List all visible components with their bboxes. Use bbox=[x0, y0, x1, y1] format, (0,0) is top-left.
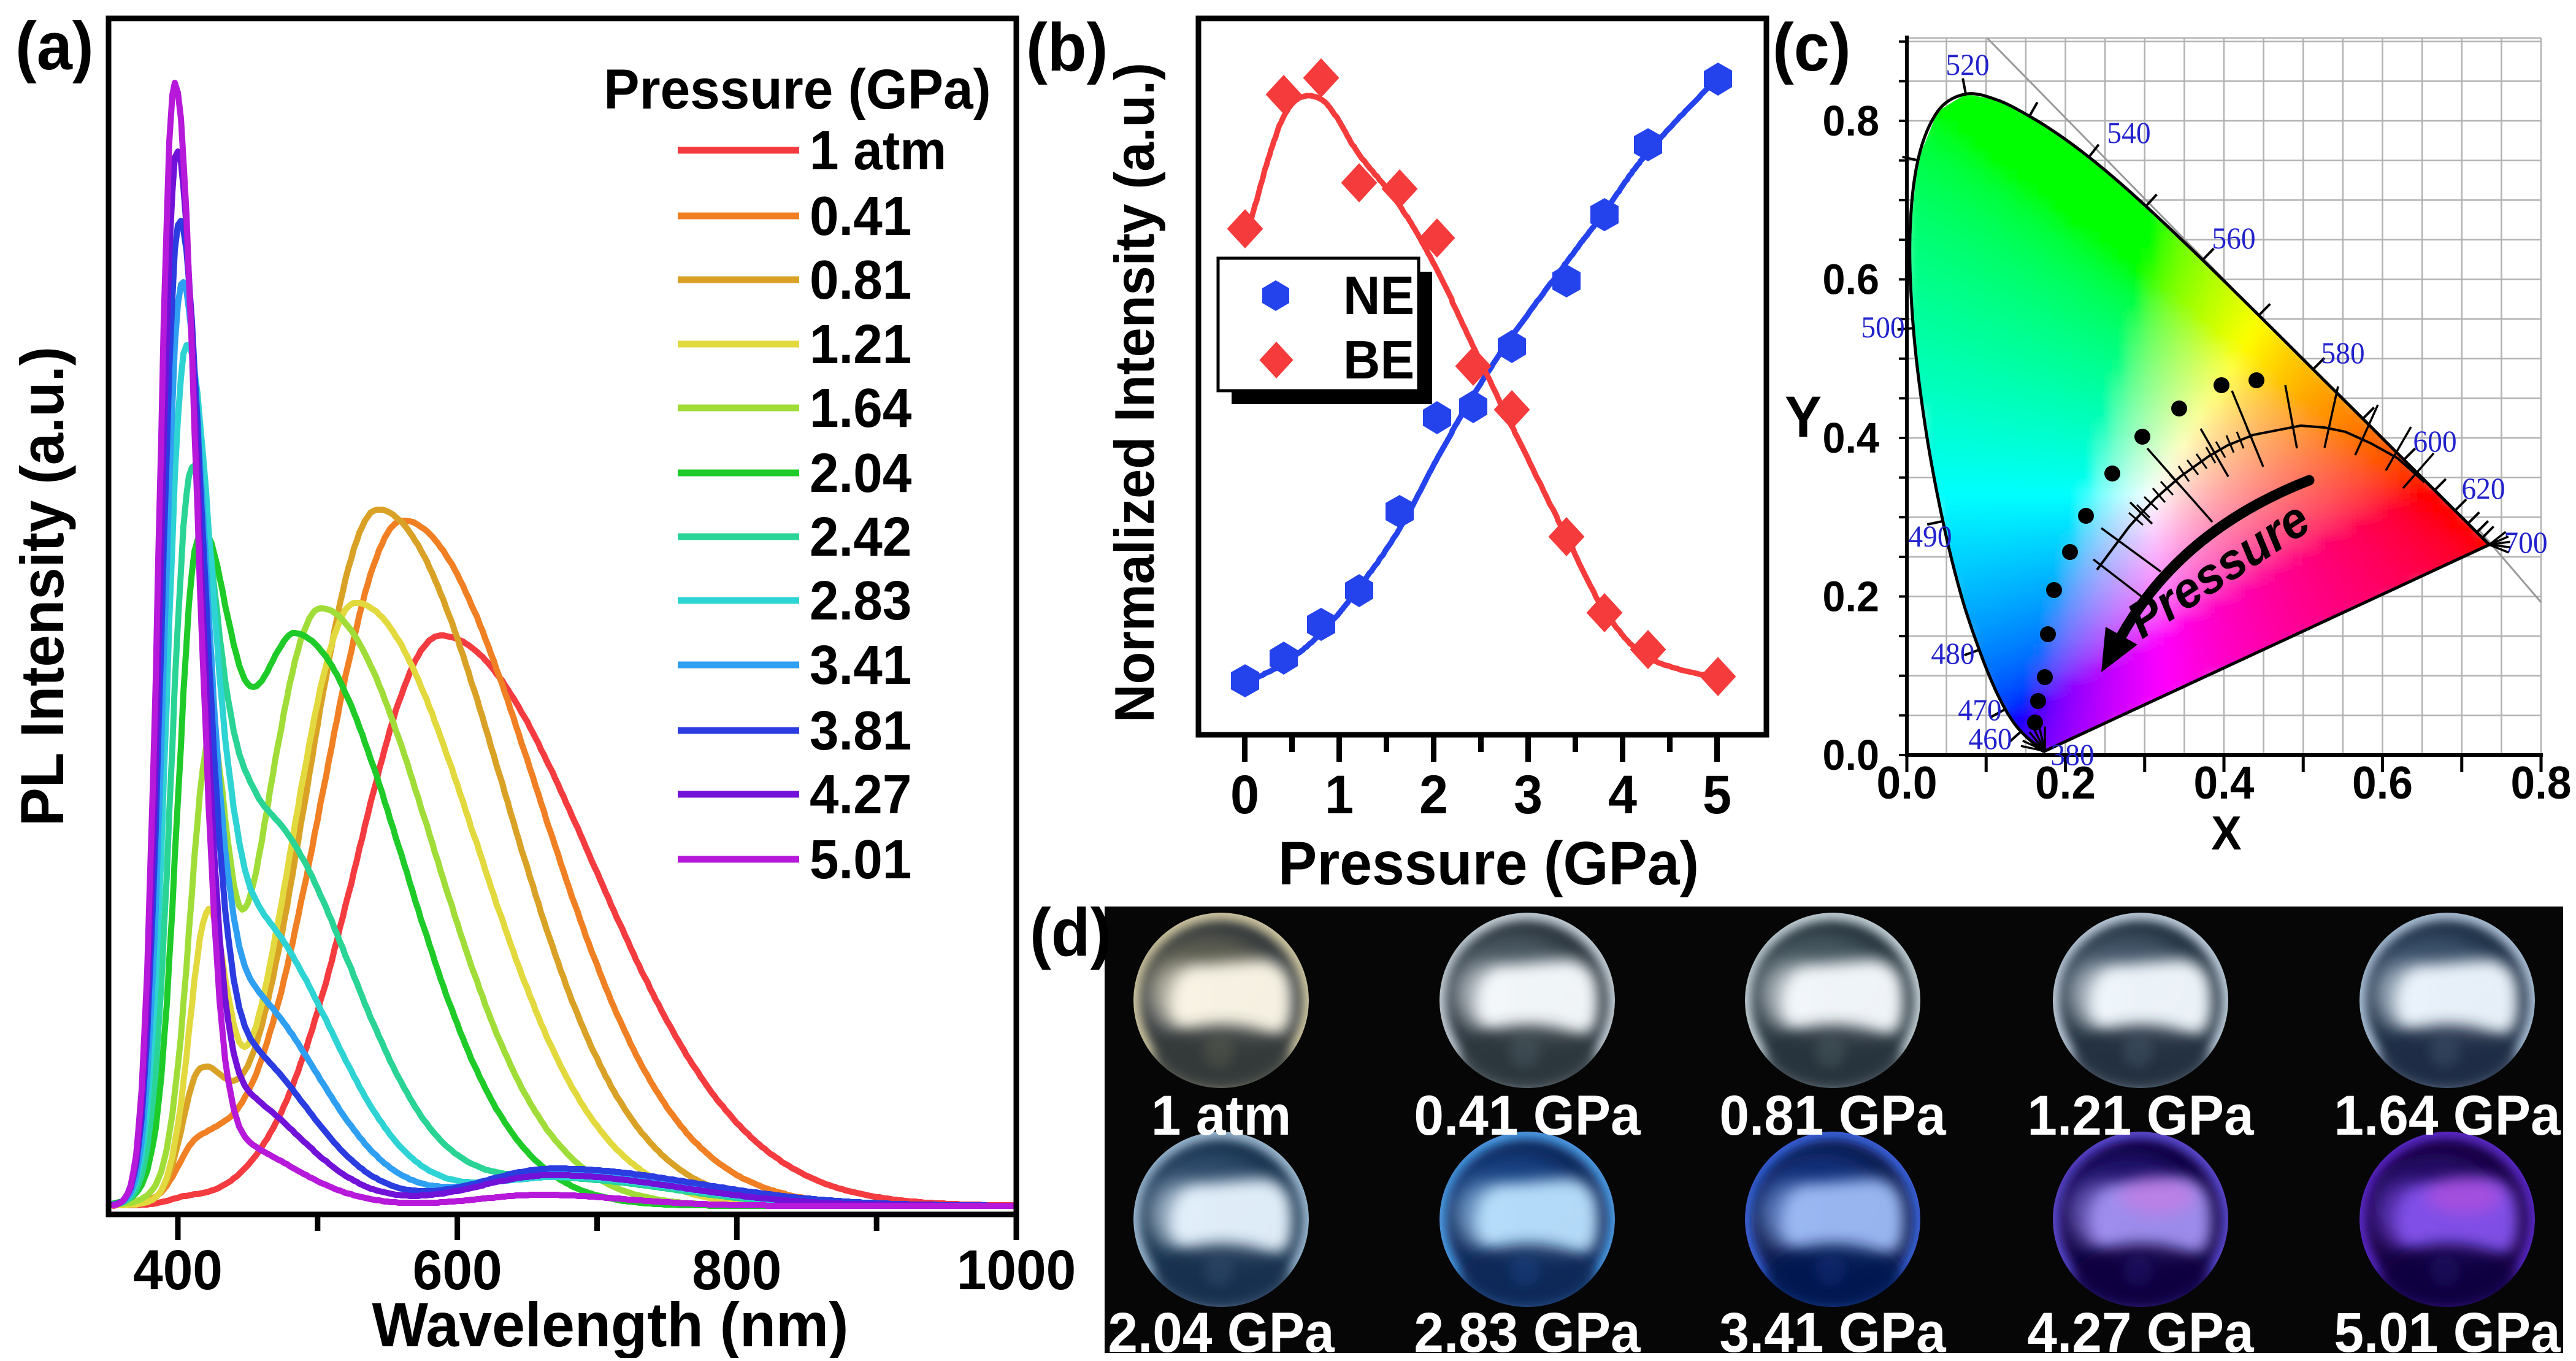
svg-text:0.2: 0.2 bbox=[2035, 757, 2096, 808]
svg-text:0.81 GPa: 0.81 GPa bbox=[1719, 1084, 1946, 1148]
svg-text:0.81: 0.81 bbox=[810, 249, 911, 310]
svg-text:Pressure (GPa): Pressure (GPa) bbox=[1278, 829, 1699, 898]
svg-text:(d): (d) bbox=[1030, 895, 1111, 970]
svg-text:460: 460 bbox=[1968, 722, 2012, 756]
svg-text:2: 2 bbox=[1419, 764, 1448, 825]
svg-text:X: X bbox=[2211, 807, 2242, 860]
svg-text:BE: BE bbox=[1343, 330, 1414, 390]
svg-text:0.8: 0.8 bbox=[1823, 97, 1879, 145]
svg-text:500: 500 bbox=[1861, 310, 1904, 344]
svg-text:Y: Y bbox=[1785, 384, 1822, 450]
svg-text:800: 800 bbox=[692, 1239, 781, 1302]
svg-text:1.64: 1.64 bbox=[810, 377, 912, 439]
svg-text:Pressure (GPa): Pressure (GPa) bbox=[604, 58, 991, 121]
svg-text:2.42: 2.42 bbox=[810, 506, 911, 567]
svg-text:520: 520 bbox=[1945, 48, 1989, 82]
svg-text:0.6: 0.6 bbox=[2352, 757, 2413, 808]
svg-text:400: 400 bbox=[133, 1239, 223, 1302]
svg-text:5.01 GPa: 5.01 GPa bbox=[2334, 1302, 2561, 1358]
svg-text:380: 380 bbox=[2050, 738, 2094, 772]
svg-text:1.64 GPa: 1.64 GPa bbox=[2334, 1084, 2561, 1148]
svg-text:0.0: 0.0 bbox=[1876, 757, 1937, 808]
svg-text:600: 600 bbox=[2413, 424, 2456, 458]
svg-text:470: 470 bbox=[1958, 693, 2001, 727]
svg-text:2.83 GPa: 2.83 GPa bbox=[1414, 1302, 1641, 1358]
svg-text:5: 5 bbox=[1703, 764, 1731, 825]
svg-text:0.4: 0.4 bbox=[1823, 414, 1879, 462]
svg-text:580: 580 bbox=[2321, 336, 2364, 370]
svg-text:1: 1 bbox=[1325, 764, 1354, 825]
svg-text:3.41 GPa: 3.41 GPa bbox=[1719, 1302, 1946, 1358]
svg-text:0.41: 0.41 bbox=[810, 185, 911, 247]
svg-text:700: 700 bbox=[2504, 526, 2547, 559]
svg-text:PL Intensity (a.u.): PL Intensity (a.u.) bbox=[9, 347, 77, 826]
svg-text:600: 600 bbox=[413, 1239, 502, 1302]
svg-text:0.0: 0.0 bbox=[1823, 731, 1879, 779]
svg-text:2.04 GPa: 2.04 GPa bbox=[1108, 1302, 1335, 1358]
svg-text:1.21 GPa: 1.21 GPa bbox=[2027, 1084, 2254, 1148]
svg-text:(c): (c) bbox=[1773, 10, 1851, 85]
svg-text:0.41 GPa: 0.41 GPa bbox=[1414, 1084, 1641, 1148]
svg-text:4.27 GPa: 4.27 GPa bbox=[2027, 1302, 2254, 1358]
svg-text:0.2: 0.2 bbox=[1823, 573, 1879, 621]
svg-text:3.81: 3.81 bbox=[810, 700, 911, 761]
svg-text:4.27: 4.27 bbox=[810, 764, 911, 825]
svg-text:0.8: 0.8 bbox=[2510, 757, 2571, 808]
svg-text:Wavelength (nm): Wavelength (nm) bbox=[372, 1290, 849, 1358]
svg-text:0.6: 0.6 bbox=[1823, 256, 1879, 304]
svg-text:480: 480 bbox=[1931, 637, 1974, 670]
svg-text:540: 540 bbox=[2107, 116, 2150, 150]
svg-text:2.04: 2.04 bbox=[810, 442, 912, 504]
svg-text:NE: NE bbox=[1343, 266, 1414, 326]
svg-text:1 atm: 1 atm bbox=[810, 120, 946, 181]
svg-text:5.01: 5.01 bbox=[810, 829, 911, 890]
svg-text:(b): (b) bbox=[1026, 10, 1108, 85]
svg-text:1.21: 1.21 bbox=[810, 313, 911, 375]
svg-text:490: 490 bbox=[1908, 519, 1952, 553]
svg-text:1000: 1000 bbox=[957, 1239, 1076, 1302]
svg-text:620: 620 bbox=[2461, 472, 2505, 505]
svg-text:2.83: 2.83 bbox=[810, 570, 911, 631]
svg-text:(a): (a) bbox=[15, 9, 94, 84]
svg-text:0: 0 bbox=[1230, 764, 1259, 825]
svg-text:Normalized Intensity (a.u.): Normalized Intensity (a.u.) bbox=[1103, 63, 1166, 723]
svg-text:3: 3 bbox=[1514, 764, 1543, 825]
svg-text:560: 560 bbox=[2212, 221, 2255, 255]
svg-text:1 atm: 1 atm bbox=[1151, 1084, 1291, 1148]
svg-text:3.41: 3.41 bbox=[810, 634, 911, 696]
svg-text:0.4: 0.4 bbox=[2193, 757, 2254, 808]
svg-text:4: 4 bbox=[1608, 764, 1637, 825]
